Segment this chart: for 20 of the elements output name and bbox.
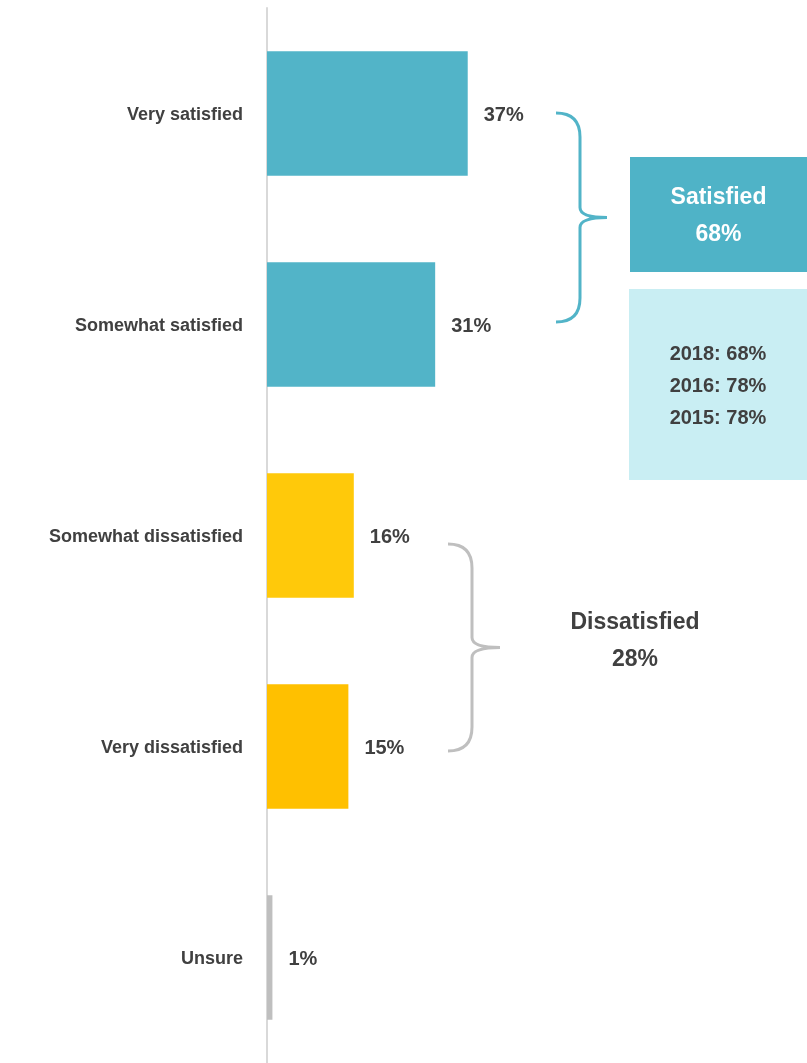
text: 2018: 68%: [669, 340, 767, 366]
data-label: 1%: [288, 946, 318, 969]
bar: [267, 51, 468, 176]
data-label: 31%: [451, 313, 492, 336]
y-tick-label: Unsure: [180, 947, 243, 968]
y-tick-label: Very satisfied: [126, 103, 243, 124]
bar: [267, 473, 354, 598]
text: 2015: 78%: [669, 404, 767, 430]
data-label: 15%: [364, 735, 405, 758]
y-tick-label: Somewhat dissatisfied: [48, 525, 243, 546]
data-label: 16%: [369, 524, 411, 547]
y-tick-label: Somewhat satisfied: [74, 314, 243, 335]
bar: [267, 262, 436, 387]
data-label: 37%: [483, 102, 524, 125]
text: 2016: 78%: [669, 372, 767, 398]
text: Satisfied 68%: [669, 181, 768, 248]
bar: [267, 895, 273, 1020]
y-tick-label: Very dissatisfied: [100, 736, 243, 757]
bar: [267, 684, 349, 809]
text: Dissatisfied 28%: [569, 607, 701, 673]
